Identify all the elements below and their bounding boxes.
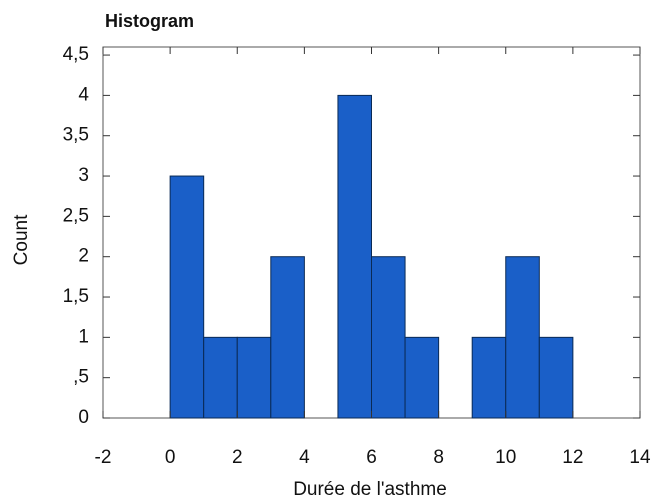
y-tick-label: ,5 (73, 367, 89, 388)
x-axis-label: Durée de l'asthme (293, 479, 447, 500)
x-tick-label: 10 (495, 447, 516, 468)
bar (471, 336, 507, 419)
y-tick-label: 2 (78, 246, 89, 267)
chart-title: Histogram (105, 11, 194, 31)
y-tick-label: 1 (78, 326, 89, 347)
x-tick-label: 4 (299, 447, 310, 468)
bar (505, 256, 540, 419)
bar (371, 256, 406, 419)
y-tick-label: 0 (78, 407, 89, 428)
y-tick-label: 3 (78, 165, 89, 186)
bar (404, 336, 440, 419)
y-tick-label: 2,5 (63, 205, 89, 226)
bar (337, 94, 372, 419)
x-tick-label: 2 (232, 447, 243, 468)
y-tick-label: 1,5 (63, 286, 89, 307)
bar (236, 336, 272, 419)
x-tick-label: 14 (629, 447, 651, 468)
x-tick-label: -2 (95, 447, 112, 468)
x-tick-label: 8 (433, 447, 444, 468)
bar (203, 336, 238, 419)
y-axis-label: Count (11, 214, 32, 265)
y-tick-label: 4,5 (63, 44, 89, 65)
x-tick-label: 0 (165, 447, 176, 468)
x-tick-label: 12 (562, 447, 583, 468)
bar (169, 175, 205, 419)
y-tick-label: 4 (78, 84, 89, 105)
x-tick-label: 6 (366, 447, 377, 468)
bar (538, 336, 574, 419)
y-tick-label: 3,5 (63, 125, 89, 146)
bar (270, 256, 305, 419)
